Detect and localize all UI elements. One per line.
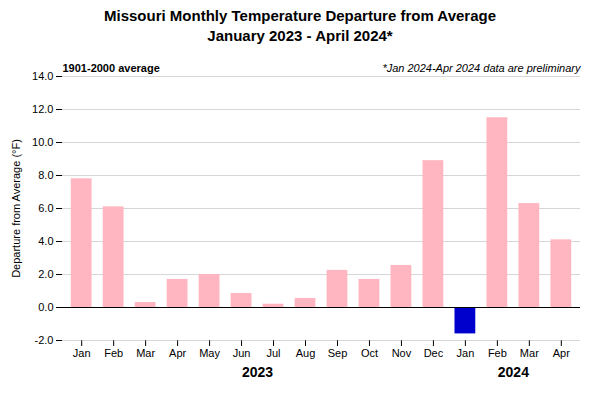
svg-text:Jun: Jun	[233, 347, 251, 359]
svg-text:Mar: Mar	[520, 347, 539, 359]
svg-text:1901-2000 average: 1901-2000 average	[63, 62, 160, 74]
svg-text:Mar: Mar	[136, 347, 155, 359]
svg-text:8.0: 8.0	[38, 169, 53, 181]
svg-text:6.0: 6.0	[38, 202, 53, 214]
svg-text:4.0: 4.0	[38, 235, 53, 247]
svg-text:2024: 2024	[498, 364, 529, 380]
svg-text:Aug: Aug	[296, 347, 316, 359]
html-text:January 2023 - April 2024*: January 2023 - April 2024*	[207, 27, 393, 44]
svg-text:12.0: 12.0	[32, 103, 53, 115]
svg-text:Jan: Jan	[457, 347, 475, 359]
svg-text:Jan: Jan	[73, 347, 91, 359]
svg-text:Apr: Apr	[169, 347, 186, 359]
svg-text:2.0: 2.0	[38, 268, 53, 280]
svg-text:Dec: Dec	[424, 347, 444, 359]
svg-text:Apr: Apr	[553, 347, 570, 359]
svg-text:Sep: Sep	[328, 347, 348, 359]
svg-text:*Jan 2024-Apr 2024 data are pr: *Jan 2024-Apr 2024 data are preliminary	[382, 62, 582, 74]
svg-text:Nov: Nov	[392, 347, 412, 359]
svg-text:-2.0: -2.0	[35, 334, 54, 346]
svg-text:May: May	[199, 347, 220, 359]
svg-text:Jul: Jul	[267, 347, 281, 359]
svg-text:0.0: 0.0	[38, 301, 53, 313]
svg-text:10.0: 10.0	[32, 136, 53, 148]
svg-text:14.0: 14.0	[32, 70, 53, 82]
svg-text:Oct: Oct	[361, 347, 378, 359]
svg-text:Departure from Average (°F): Departure from Average (°F)	[10, 139, 22, 278]
svg-text:Feb: Feb	[104, 347, 123, 359]
html-text:Missouri Monthly Temperature D: Missouri Monthly Temperature Departure f…	[104, 7, 496, 24]
svg-text:Feb: Feb	[488, 347, 507, 359]
svg-text:2023: 2023	[242, 364, 273, 380]
